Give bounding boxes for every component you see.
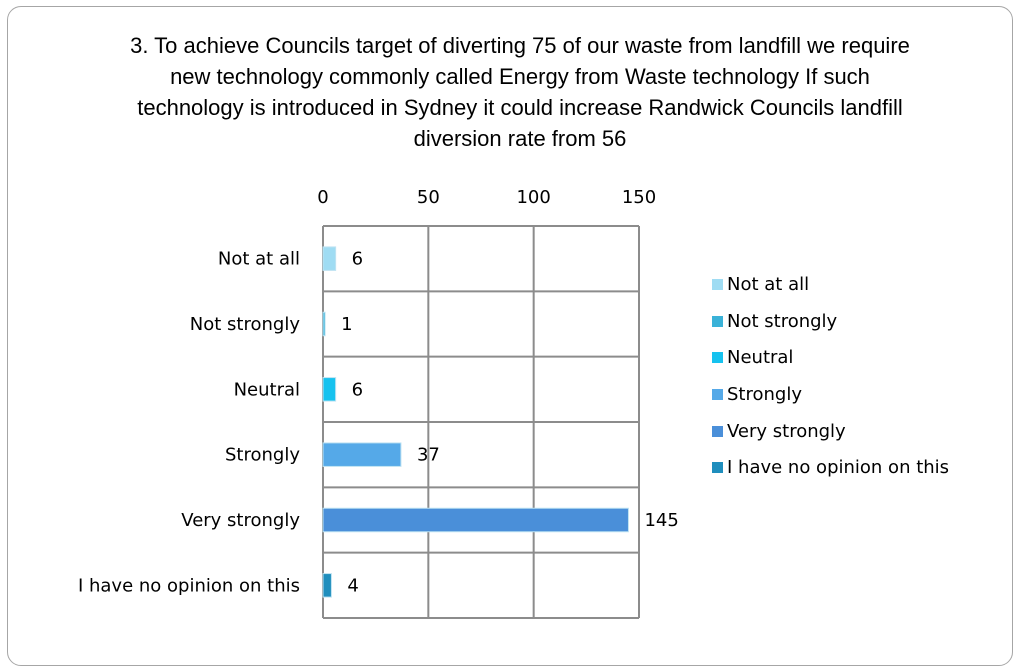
data-label: 4 <box>347 575 358 596</box>
bar <box>322 377 337 402</box>
legend-swatch <box>712 388 723 400</box>
legend-item: Not strongly <box>712 303 949 340</box>
category-label: Neutral <box>234 379 300 400</box>
bar-chart: 0 50 100 150 Not at all 6 Not strongly 1 Neutral… <box>78 187 679 619</box>
x-tick-label: 150 <box>622 187 656 208</box>
legend-swatch <box>712 462 723 474</box>
legend-label: Not at all <box>727 273 810 295</box>
legend-item: I have no opinion on this <box>712 449 949 486</box>
category-label: Very strongly <box>181 510 300 531</box>
x-tick-label: 0 <box>317 187 328 208</box>
data-label: 1 <box>341 314 352 335</box>
legend-item: Not at all <box>712 266 949 303</box>
bar <box>322 246 337 271</box>
legend-swatch <box>712 278 723 290</box>
legend-swatch <box>712 352 723 364</box>
legend-swatch <box>712 315 723 327</box>
bar <box>322 442 402 467</box>
legend-label: I have no opinion on this <box>727 457 950 479</box>
legend-label: Very strongly <box>727 420 846 442</box>
legend-label: Neutral <box>727 347 794 369</box>
legend-item: Very strongly <box>712 413 949 450</box>
category-label: Not at all <box>218 249 300 270</box>
data-label: 6 <box>352 249 363 270</box>
x-tick-label: 100 <box>516 187 550 208</box>
chart-title: 3. To achieve Councils target of diverti… <box>130 33 910 151</box>
data-label: 145 <box>644 510 678 531</box>
legend-swatch <box>712 425 723 437</box>
legend-item: Neutral <box>712 339 949 376</box>
legend-label: Strongly <box>727 383 802 405</box>
chart-frame <box>7 6 1013 666</box>
data-label: 37 <box>417 445 440 466</box>
chart-legend: Not at all Not strongly Neutral Strongly Ver… <box>712 266 949 486</box>
bar <box>322 311 326 337</box>
legend-label: Not strongly <box>727 310 838 332</box>
category-label: I have no opinion on this <box>78 575 300 596</box>
category-label: Strongly <box>225 445 300 466</box>
bar <box>322 507 629 533</box>
category-label: Not strongly <box>190 314 301 335</box>
data-label: 6 <box>352 379 363 400</box>
bar <box>322 573 332 598</box>
legend-item: Strongly <box>712 376 949 413</box>
x-tick-label: 50 <box>417 187 440 208</box>
